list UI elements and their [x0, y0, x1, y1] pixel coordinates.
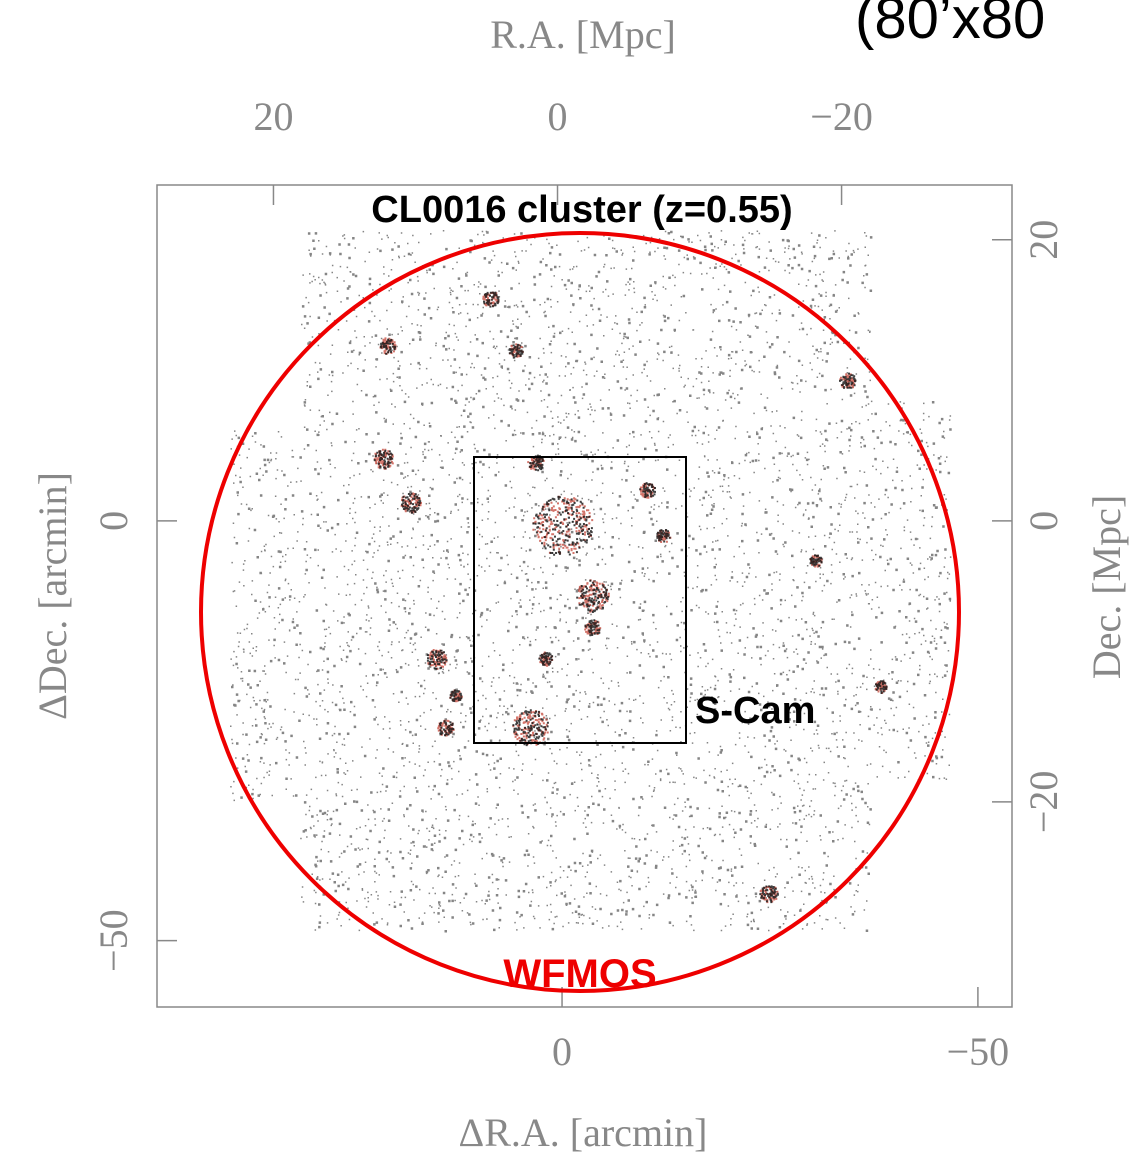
cluster-black [639, 482, 656, 498]
cluster-red [578, 579, 610, 613]
cluster-black [373, 449, 394, 470]
axes: 0 −50 20 0 −20 0 −50 20 0 −20 [91, 94, 1066, 1074]
y2-tick-label: 0 [1021, 511, 1066, 531]
cluster-black [875, 680, 888, 694]
x-tick-label: 0 [552, 1029, 572, 1074]
cluster-black [449, 689, 463, 702]
wfmos-field [199, 231, 961, 993]
cluster-black [656, 529, 671, 543]
cluster-black [439, 720, 455, 737]
y-axis-label: ΔDec. [arcmin] [30, 472, 75, 720]
x2-axis-label: R.A. [Mpc] [490, 12, 676, 57]
cluster-black [839, 372, 857, 389]
cluster-black [508, 343, 524, 359]
x2-tick-label: 20 [253, 94, 293, 139]
cluster-black [759, 885, 779, 904]
cluster-red [532, 495, 594, 555]
cluster-black [538, 652, 554, 666]
cluster-black [379, 338, 396, 355]
cluster-black [426, 649, 448, 670]
y-tick-label: −50 [91, 909, 136, 972]
y2-tick-label: −20 [1021, 771, 1066, 834]
x-axis-label: ΔR.A. [arcmin] [459, 1110, 708, 1155]
galaxy-field [230, 230, 952, 933]
x-tick-label: −50 [947, 1029, 1010, 1074]
cluster-red [379, 337, 397, 355]
plot-frame [156, 184, 1013, 1008]
title: (80’x80 [855, 0, 1045, 51]
cluster-label: CL0016 cluster (z=0.55) [371, 189, 792, 231]
y2-axis-label: Dec. [Mpc] [1084, 495, 1129, 679]
cluster-black [809, 554, 823, 567]
x2-tick-label: 0 [548, 94, 568, 139]
scam-field [473, 456, 687, 744]
cluster-black [512, 709, 549, 747]
cluster-black [528, 454, 544, 472]
y2-tick-label: 20 [1021, 220, 1066, 260]
cluster-black [576, 579, 610, 613]
cluster-black [483, 291, 500, 308]
cluster-black [532, 495, 593, 556]
y-tick-label: 0 [91, 511, 136, 531]
scam-label: S-Cam [695, 690, 815, 732]
cluster-black [401, 492, 422, 514]
wfmos-label: WFMOS [503, 952, 656, 996]
cluster-black [584, 619, 601, 637]
x2-tick-label: −20 [810, 94, 873, 139]
